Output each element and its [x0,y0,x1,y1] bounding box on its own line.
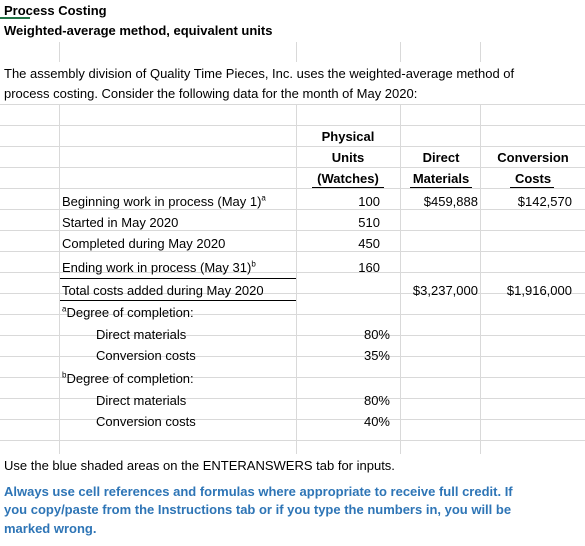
row-started-units: 510 [358,215,380,230]
header-watches: (Watches) [317,171,379,186]
row-ending-underline [60,278,296,279]
active-cell-indicator [0,17,30,19]
header-units: Units [331,150,365,165]
row-total-dm: $3,237,000 [412,283,478,298]
row-total-underline [60,300,296,301]
header-direct: Direct [422,150,460,165]
intro-line-1: The assembly division of Quality Time Pi… [4,66,515,81]
degree-b-cc-label: Conversion costs [96,414,196,429]
row-completed-units: 450 [358,236,380,251]
row-total-label: Total costs added during May 2020 [62,283,264,298]
header-materials: Materials [412,171,470,186]
sheet-subtitle: Weighted-average method, equivalent unit… [4,23,273,38]
row-ending-units: 160 [358,260,380,275]
note-inputs: Use the blue shaded areas on the ENTERAN… [4,458,395,473]
row-total-cc: $1,916,000 [506,283,572,298]
title-area [0,0,585,42]
header-underline-materials [410,187,472,188]
header-physical: Physical [321,129,375,144]
row-completed-label: Completed during May 2020 [62,236,226,251]
degree-a-dm-value: 80% [363,327,390,342]
intro-line-2: process costing. Consider the following … [4,86,418,101]
row-ending-label: Ending work in process (May 31)b [62,259,256,275]
notes-area [0,454,585,546]
row-beginning-label: Beginning work in process (May 1)a [62,193,266,209]
degree-a-cc-value: 35% [363,348,390,363]
warning-line-2: you copy/paste from the Instructions tab… [4,502,512,517]
row-beginning-cc: $142,570 [517,194,572,209]
degree-a-cc-label: Conversion costs [96,348,196,363]
header-underline-units [312,187,384,188]
row-started-label: Started in May 2020 [62,215,179,230]
header-costs: Costs [514,171,552,186]
header-underline-costs [510,187,554,188]
warning-line-3: marked wrong. [4,521,97,536]
row-beginning-units: 100 [358,194,380,209]
degree-b-dm-label: Direct materials [96,393,187,408]
degree-a-dm-label: Direct materials [96,327,187,342]
intro-area [0,62,585,104]
degree-b-heading: bDegree of completion: [62,370,194,386]
sheet-title: Process Costing [4,3,107,18]
degree-b-dm-value: 80% [363,393,390,408]
degree-b-cc-value: 40% [363,414,390,429]
row-beginning-dm: $459,888 [423,194,478,209]
header-conversion: Conversion [497,150,569,165]
degree-a-heading: aDegree of completion: [62,304,194,320]
warning-line-1: Always use cell references and formulas … [4,484,513,499]
